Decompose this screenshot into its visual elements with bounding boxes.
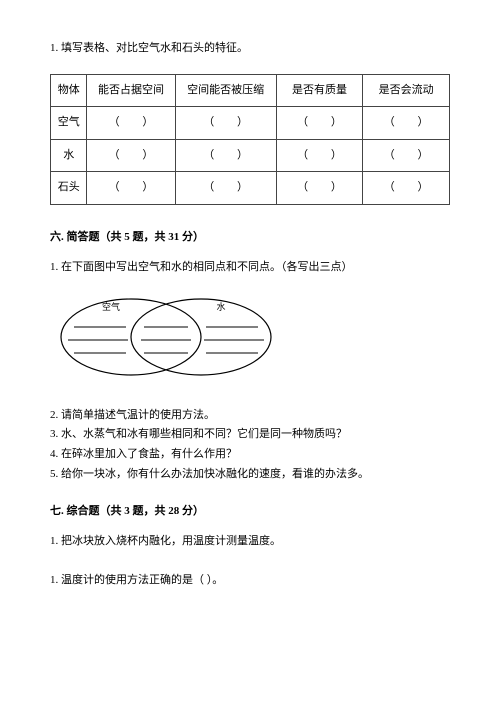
th-compress: 空间能否被压缩: [175, 74, 276, 107]
comparison-table: 物体 能否占据空间 空间能否被压缩 是否有质量 是否会流动 空气 （ ） （ ）…: [50, 74, 450, 205]
cell: （ ）: [276, 139, 363, 172]
th-space: 能否占据空间: [87, 74, 175, 107]
cell: （ ）: [175, 172, 276, 205]
section7-title: 七. 综合题（共 3 题，共 28 分）: [50, 503, 450, 521]
cell: （ ）: [87, 139, 175, 172]
cell: （ ）: [363, 107, 450, 140]
section7-q1: 1. 把冰块放入烧杯内融化，用温度计测量温度。: [50, 533, 450, 551]
cell: （ ）: [87, 107, 175, 140]
cell: （ ）: [363, 172, 450, 205]
th-flow: 是否会流动: [363, 74, 450, 107]
section6-q1: 1. 在下面图中写出空气和水的相同点和不同点。（各写出三点）: [50, 259, 450, 277]
table-row: 石头 （ ） （ ） （ ） （ ）: [51, 172, 450, 205]
q1-intro: 1. 填写表格、对比空气水和石头的特征。: [50, 40, 450, 58]
section7-sub1: 1. 温度计的使用方法正确的是（ ）。: [50, 572, 450, 590]
cell: （ ）: [175, 107, 276, 140]
section6-title: 六. 简答题（共 5 题，共 31 分）: [50, 229, 450, 247]
cell: （ ）: [276, 107, 363, 140]
venn-left-label: 空气: [102, 301, 120, 312]
cell: （ ）: [87, 172, 175, 205]
table-header-row: 物体 能否占据空间 空间能否被压缩 是否有质量 是否会流动: [51, 74, 450, 107]
th-mass: 是否有质量: [276, 74, 363, 107]
section6-item: 2. 请简单描述气温计的使用方法。: [50, 407, 450, 425]
row-label: 石头: [51, 172, 87, 205]
th-object: 物体: [51, 74, 87, 107]
section6-item: 3. 水、水蒸气和冰有哪些相同和不同？它们是同一种物质吗？: [50, 426, 450, 444]
section6-list: 2. 请简单描述气温计的使用方法。 3. 水、水蒸气和冰有哪些相同和不同？它们是…: [50, 407, 450, 483]
row-label: 水: [51, 139, 87, 172]
section6-item: 5. 给你一块冰，你有什么办法加快冰融化的速度，看谁的办法多。: [50, 466, 450, 484]
cell: （ ）: [175, 139, 276, 172]
table-row: 空气 （ ） （ ） （ ） （ ）: [51, 107, 450, 140]
section6-item: 4. 在碎冰里加入了食盐，有什么作用？: [50, 446, 450, 464]
venn-right-label: 水: [216, 301, 225, 312]
cell: （ ）: [276, 172, 363, 205]
cell: （ ）: [363, 139, 450, 172]
venn-diagram: 空气 水: [56, 292, 450, 389]
row-label: 空气: [51, 107, 87, 140]
table-row: 水 （ ） （ ） （ ） （ ）: [51, 139, 450, 172]
